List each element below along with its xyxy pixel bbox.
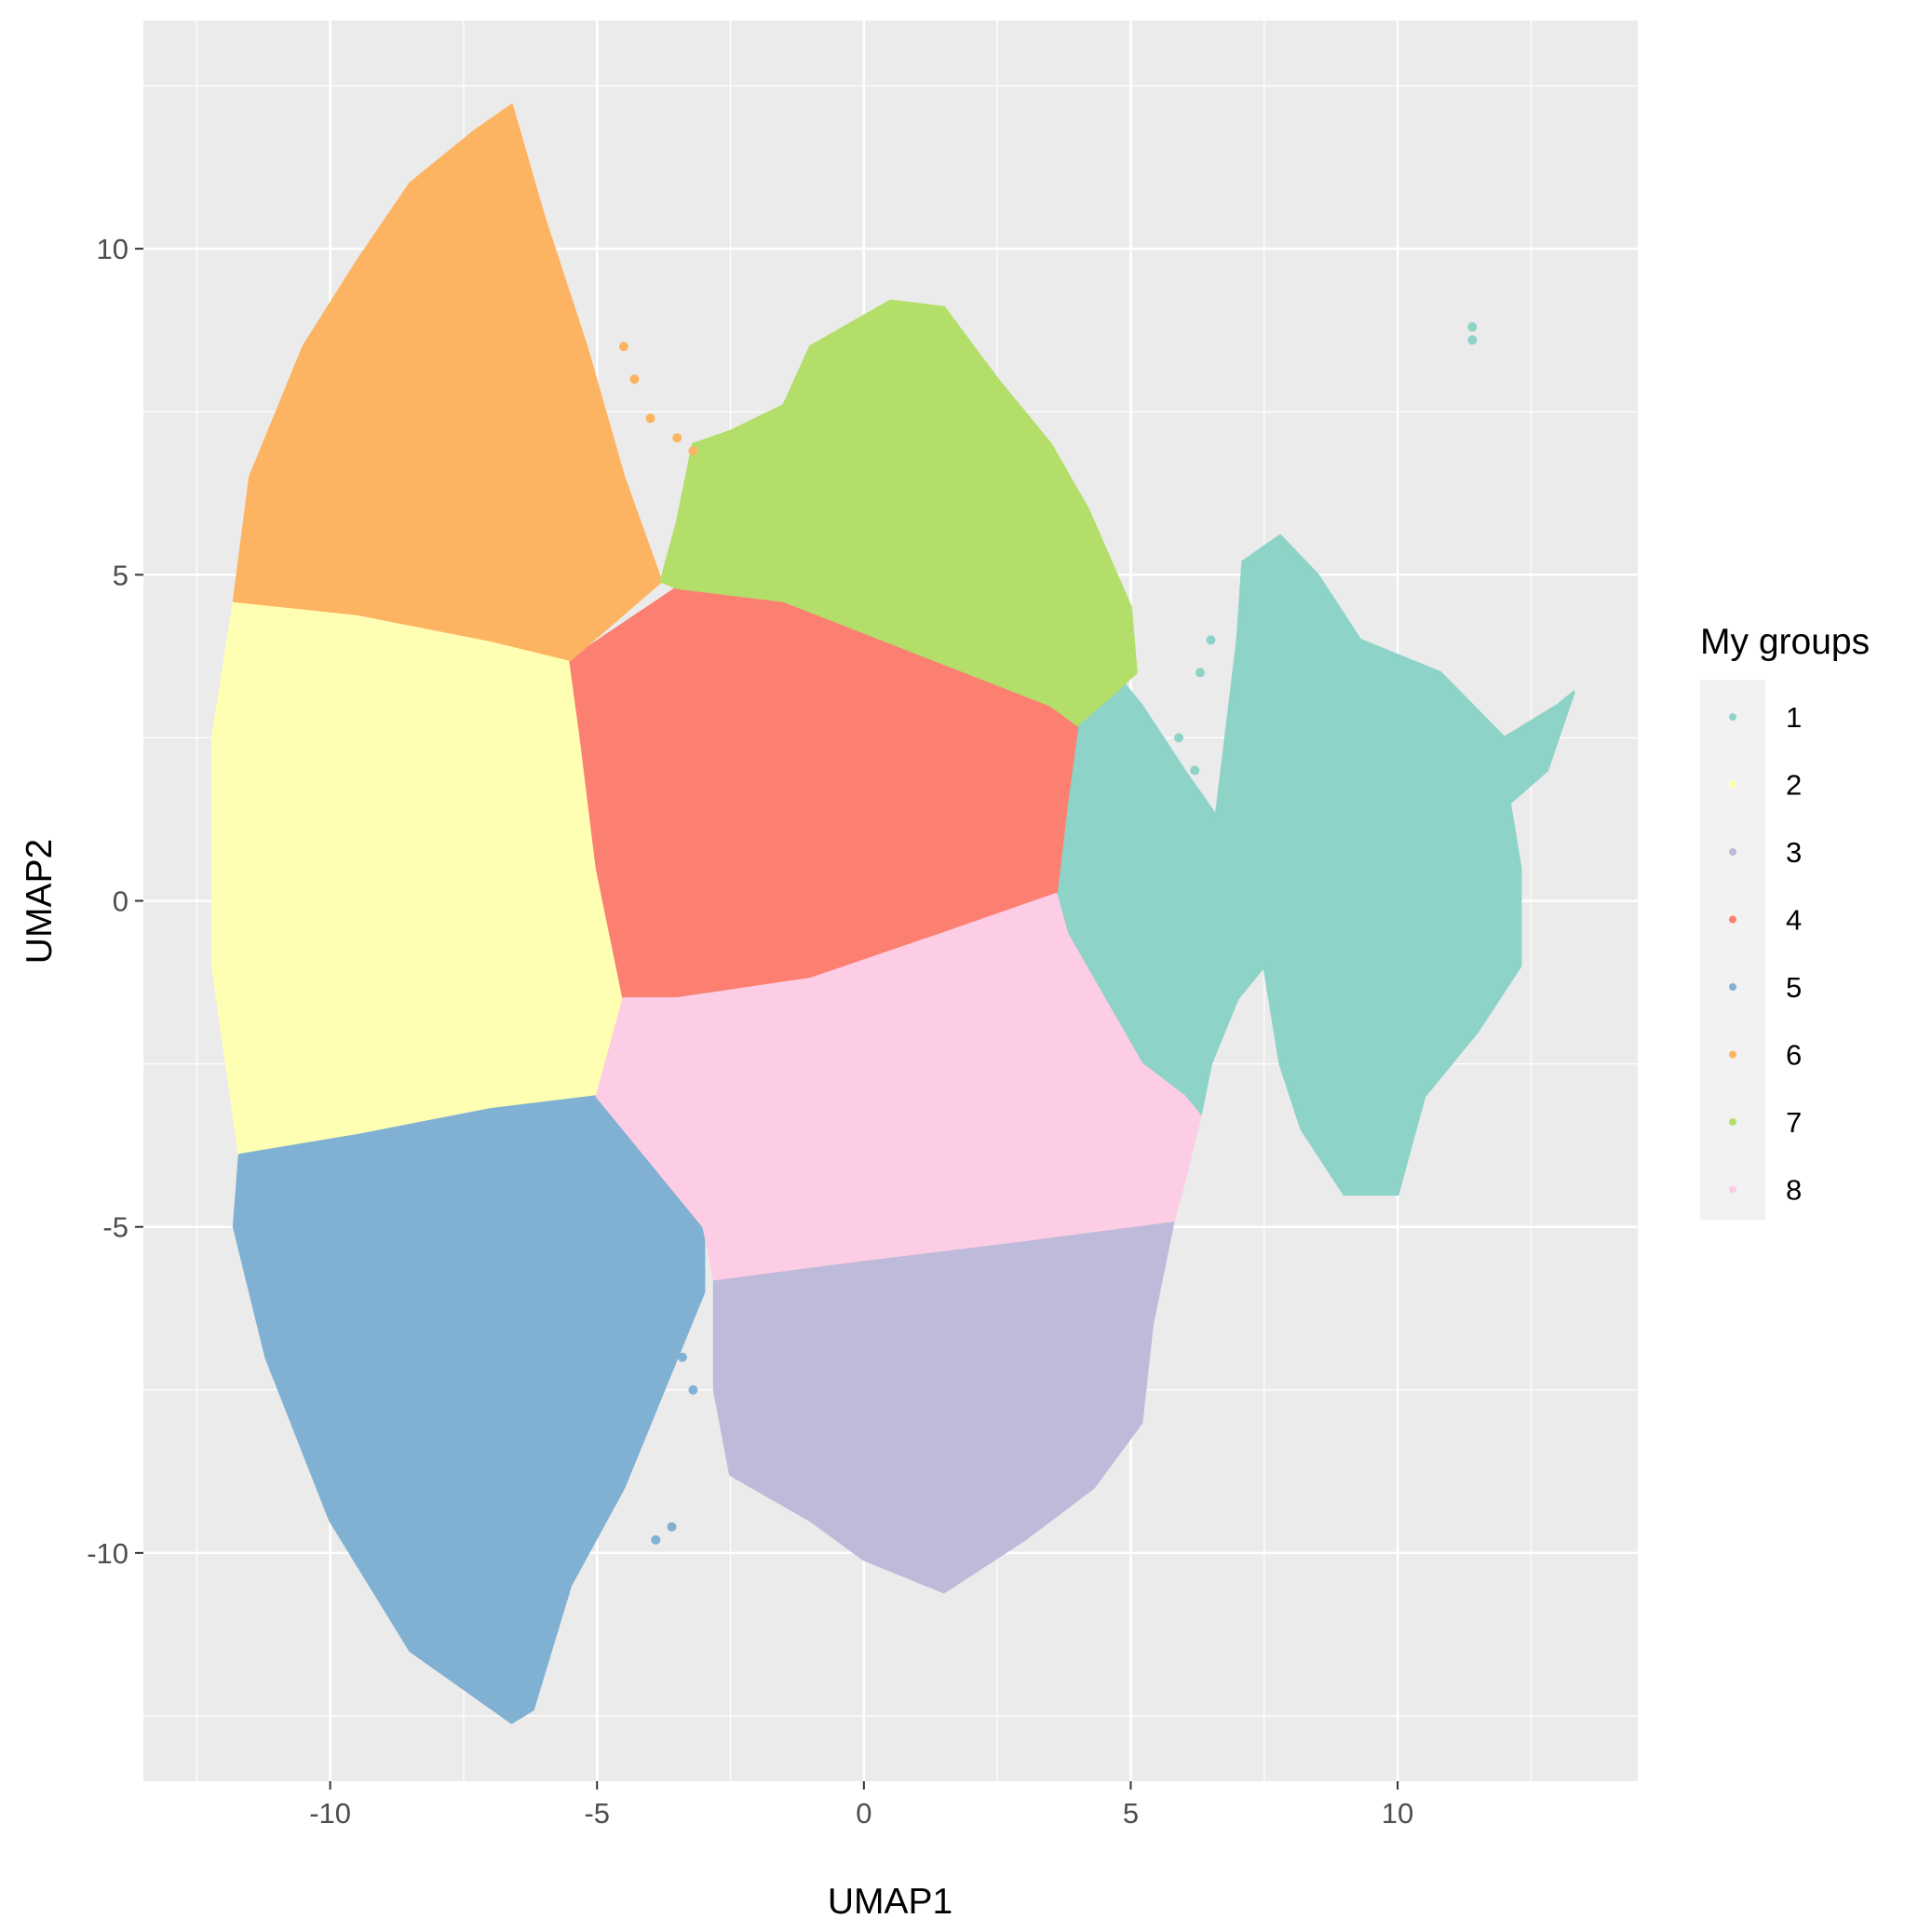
- x-tick-label: 10: [1382, 1797, 1413, 1830]
- legend-title: My groups: [1700, 622, 1870, 662]
- outlier-points: [618, 322, 1478, 1545]
- y-tick-label: 5: [113, 559, 128, 591]
- legend-key-8: [1729, 1185, 1736, 1194]
- outlier-point-group-1: [1190, 765, 1200, 776]
- x-axis: -10 -5 0 5 10: [309, 1781, 1413, 1830]
- outlier-point-group-6: [688, 446, 698, 456]
- cluster-8-points: [595, 893, 1202, 1281]
- outlier-point-group-6: [618, 342, 628, 352]
- outlier-point-group-6: [672, 433, 682, 443]
- outlier-point-group-5: [618, 1450, 628, 1460]
- legend-key-4: [1729, 915, 1736, 924]
- legend-label-1: 1: [1786, 701, 1802, 734]
- legend-label-7: 7: [1786, 1106, 1802, 1139]
- cluster-regions: [211, 103, 1575, 1724]
- outlier-point-group-5: [677, 1352, 687, 1362]
- outlier-point-group-5: [688, 1385, 698, 1395]
- y-tick-label: 0: [113, 885, 128, 918]
- legend-label-5: 5: [1786, 971, 1802, 1004]
- y-tick-label: 10: [97, 233, 128, 265]
- legend-key-5: [1729, 983, 1736, 991]
- legend-key-background: [1700, 680, 1765, 1220]
- x-tick-label: -5: [584, 1797, 610, 1830]
- legend-label-8: 8: [1786, 1174, 1802, 1207]
- legend-key-3: [1729, 848, 1736, 856]
- outlier-point-group-5: [667, 1521, 677, 1532]
- y-axis: -10 -5 0 5 10: [87, 233, 143, 1570]
- legend-key-6: [1729, 1050, 1736, 1059]
- outlier-point-group-6: [645, 413, 655, 424]
- y-axis-title: UMAP2: [20, 839, 60, 964]
- cluster-6-points: [232, 103, 663, 661]
- legend-items: 1 2 3 4 5 6 7 8: [1729, 701, 1802, 1207]
- cluster-2-points: [211, 599, 626, 1157]
- cluster-1-points: [1054, 534, 1575, 1196]
- outlier-point-group-1: [1206, 635, 1216, 645]
- y-tick-label: -10: [87, 1537, 128, 1570]
- x-tick-label: 5: [1123, 1797, 1139, 1830]
- outlier-point-group-6: [629, 374, 640, 385]
- legend-key-1: [1729, 713, 1736, 721]
- outlier-point-group-1: [1174, 733, 1184, 743]
- y-tick-label: -5: [102, 1211, 128, 1244]
- x-tick-label: 0: [856, 1797, 871, 1830]
- legend: My groups 1 2 3 4 5 6 7 8: [1700, 622, 1870, 1220]
- outlier-point-group-5: [651, 1534, 661, 1545]
- cluster-7-points: [659, 299, 1138, 726]
- legend-label-2: 2: [1786, 769, 1802, 802]
- legend-label-3: 3: [1786, 836, 1802, 869]
- x-axis-title: UMAP1: [828, 1882, 952, 1922]
- legend-label-4: 4: [1786, 904, 1802, 937]
- legend-key-2: [1729, 780, 1736, 789]
- outlier-point-group-1: [1195, 668, 1205, 678]
- x-tick-label: -10: [309, 1797, 351, 1830]
- legend-key-7: [1729, 1118, 1736, 1126]
- outlier-point-group-1: [1467, 335, 1478, 345]
- outlier-point-group-1: [1467, 322, 1478, 332]
- cluster-5-points: [232, 1095, 706, 1724]
- legend-label-6: 6: [1786, 1039, 1802, 1072]
